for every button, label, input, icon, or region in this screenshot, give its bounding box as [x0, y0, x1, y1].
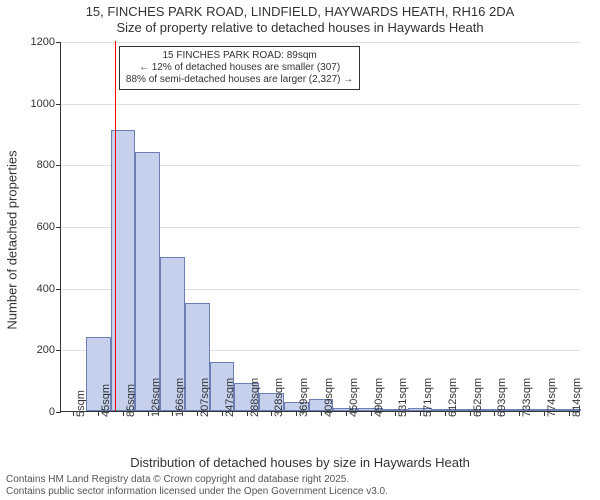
ytick-label: 1000 — [31, 98, 61, 110]
footer-line-1: Contains HM Land Registry data © Crown c… — [6, 474, 594, 486]
footer-line-2: Contains public sector information licen… — [6, 486, 594, 498]
xtick-label: 814sqm — [571, 378, 583, 417]
title-line-1: 15, FINCHES PARK ROAD, LINDFIELD, HAYWAR… — [0, 4, 600, 20]
xtick-mark — [519, 411, 520, 416]
xtick-label: 612sqm — [447, 378, 459, 417]
xtick-label: 490sqm — [373, 378, 385, 417]
xtick-mark — [544, 411, 545, 416]
ytick-label: 0 — [49, 406, 61, 418]
ytick-label: 1200 — [31, 36, 61, 48]
xtick-mark — [420, 411, 421, 416]
xtick-mark — [321, 411, 322, 416]
xtick-mark — [247, 411, 248, 416]
bar — [135, 152, 160, 411]
xtick-mark — [98, 411, 99, 416]
xtick-label: 531sqm — [397, 378, 409, 417]
xtick-mark — [470, 411, 471, 416]
xtick-mark — [346, 411, 347, 416]
xtick-mark — [123, 411, 124, 416]
title-block: 15, FINCHES PARK ROAD, LINDFIELD, HAYWAR… — [0, 4, 600, 37]
footer: Contains HM Land Registry data © Crown c… — [6, 474, 594, 498]
xtick-label: 450sqm — [348, 378, 360, 417]
plot-area: 0200400600800100012005sqm45sqm85sqm126sq… — [60, 42, 580, 412]
xtick-mark — [148, 411, 149, 416]
marker-line — [115, 41, 116, 411]
callout-line-2: ← 12% of detached houses are smaller (30… — [126, 62, 353, 74]
gridline — [61, 104, 580, 105]
xtick-label: 409sqm — [323, 378, 335, 417]
y-axis-label: Number of detached properties — [5, 150, 20, 329]
xtick-mark — [445, 411, 446, 416]
ytick-label: 800 — [37, 159, 61, 171]
gridline — [61, 42, 580, 43]
xtick-mark — [569, 411, 570, 416]
xtick-label: 652sqm — [472, 378, 484, 417]
ytick-label: 600 — [37, 221, 61, 233]
callout-line-1: 15 FINCHES PARK ROAD: 89sqm — [126, 50, 353, 62]
ytick-label: 200 — [37, 344, 61, 356]
xtick-label: 369sqm — [298, 378, 310, 417]
xtick-mark — [222, 411, 223, 416]
ytick-label: 400 — [37, 283, 61, 295]
xtick-label: 693sqm — [496, 378, 508, 417]
title-line-2: Size of property relative to detached ho… — [0, 20, 600, 36]
xtick-mark — [371, 411, 372, 416]
callout-line-3: 88% of semi-detached houses are larger (… — [126, 74, 353, 86]
xtick-label: 571sqm — [422, 378, 434, 417]
xtick-label: 774sqm — [546, 378, 558, 417]
chart-container: 15, FINCHES PARK ROAD, LINDFIELD, HAYWAR… — [0, 0, 600, 500]
x-axis-label: Distribution of detached houses by size … — [0, 455, 600, 470]
xtick-label: 328sqm — [273, 378, 285, 417]
xtick-label: 733sqm — [521, 378, 533, 417]
callout-box: 15 FINCHES PARK ROAD: 89sqm ← 12% of det… — [119, 46, 360, 90]
